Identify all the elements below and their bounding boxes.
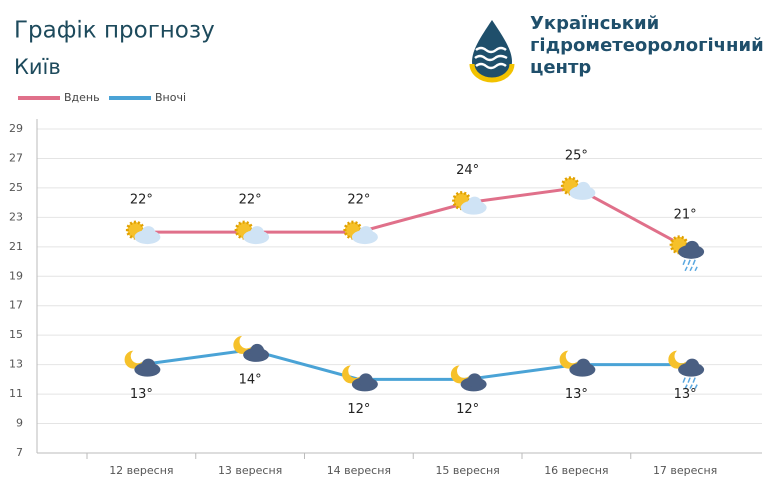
weather-icon (234, 220, 270, 245)
y-tick-label: 13 (9, 358, 23, 371)
cloud (685, 358, 700, 373)
value-label: 13° (674, 387, 697, 402)
y-tick-label: 29 (9, 122, 23, 135)
value-label: 22° (239, 193, 262, 208)
cloud (467, 196, 482, 211)
chart-subtitle: Київ (14, 55, 61, 79)
cloud (576, 358, 591, 373)
chart-title: Графік прогнозу (14, 18, 215, 44)
rain (687, 377, 693, 389)
rain (692, 259, 698, 272)
value-label: 12° (347, 402, 370, 417)
logo-icon (469, 20, 515, 83)
cloud (467, 373, 482, 388)
value-label: 22° (130, 193, 153, 208)
moon (668, 350, 687, 369)
weather-icon (559, 350, 596, 377)
y-tick-label: 21 (9, 240, 23, 253)
value-label: 14° (239, 372, 262, 387)
rain (687, 259, 693, 272)
weather-icon (124, 350, 161, 377)
series-line (141, 348, 686, 381)
cloud (141, 226, 156, 241)
weather-icon (342, 365, 378, 392)
moon (450, 365, 469, 384)
moon (559, 350, 578, 369)
y-tick-label: 7 (16, 446, 23, 459)
moon (124, 350, 143, 369)
weather-icon (343, 220, 378, 245)
rain (692, 377, 698, 389)
value-label: 12° (456, 402, 479, 417)
y-tick-label: 17 (9, 299, 23, 312)
weather-icon (450, 365, 487, 392)
weather-icon (668, 350, 705, 389)
series-line (141, 186, 686, 249)
logo-text: центр (530, 57, 591, 78)
cloud (250, 343, 265, 358)
y-tick-label: 27 (9, 151, 23, 164)
y-tick-label: 9 (16, 417, 23, 430)
value-label: 22° (347, 193, 370, 208)
weather-icon (669, 235, 705, 272)
moon (342, 365, 360, 384)
cloud (576, 181, 591, 196)
x-tick-label: 12 вересня (109, 464, 173, 477)
value-label: 13° (565, 387, 588, 402)
y-tick-label: 15 (9, 328, 23, 341)
weather-icon (560, 176, 596, 200)
cloud (250, 226, 265, 241)
y-tick-label: 23 (9, 210, 23, 223)
weather-icon (125, 220, 161, 245)
cloud (358, 226, 373, 241)
weather-icon (233, 335, 270, 362)
legend-label: Вночі (155, 91, 186, 104)
value-label: 13° (130, 387, 153, 402)
value-label: 21° (674, 207, 697, 222)
x-tick-label: 13 вересня (218, 464, 282, 477)
value-label: 25° (565, 148, 588, 163)
y-tick-label: 11 (9, 387, 23, 400)
cloud (141, 358, 156, 373)
weather-icon (452, 191, 487, 215)
x-tick-label: 17 вересня (653, 464, 717, 477)
logo-text: гідрометеорологічний (530, 35, 764, 56)
legend-label: Вдень (64, 91, 100, 104)
y-tick-label: 25 (9, 181, 23, 194)
rain (682, 259, 688, 272)
rain (682, 377, 688, 389)
x-tick-label: 15 вересня (435, 464, 499, 477)
y-tick-label: 19 (9, 269, 23, 282)
x-tick-label: 14 вересня (327, 464, 391, 477)
logo-text: Український (530, 13, 659, 34)
x-tick-label: 16 вересня (544, 464, 608, 477)
cloud (358, 373, 373, 388)
cloud (685, 240, 700, 255)
value-label: 24° (456, 163, 479, 178)
moon (233, 335, 252, 354)
